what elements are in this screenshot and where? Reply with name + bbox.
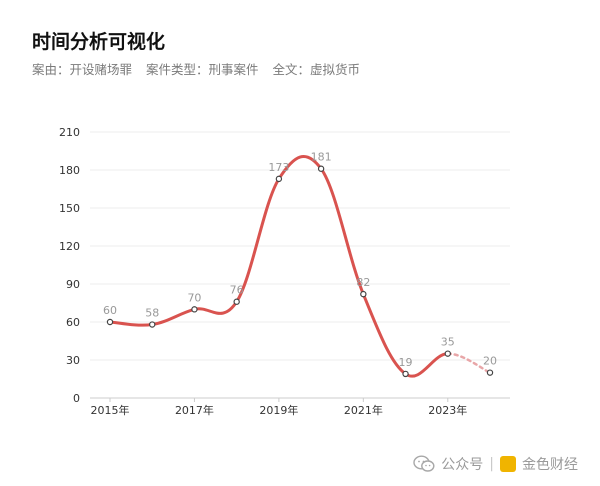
y-tick-label: 60 — [66, 316, 80, 329]
watermark-text: 公众号 — [441, 457, 484, 473]
x-tick-label: 2015年 — [91, 403, 130, 417]
x-tick-label: 2023年 — [428, 403, 467, 417]
x-tick-label: 2019年 — [259, 403, 298, 417]
data-point[interactable] — [233, 298, 240, 305]
data-point[interactable] — [149, 321, 156, 328]
series-line-solid — [108, 155, 450, 378]
data-point[interactable] — [444, 350, 451, 357]
data-point[interactable] — [317, 165, 325, 172]
data-label: 76 — [230, 284, 244, 297]
data-points — [106, 165, 494, 378]
data-label: 82 — [356, 276, 370, 289]
watermark: 公众号 | 金色财经 — [413, 453, 578, 475]
data-label: 20 — [483, 355, 497, 368]
watermark-separator: | — [489, 456, 494, 472]
data-label: 60 — [103, 304, 117, 317]
filter-fulltext: 全文：虚拟货币 — [272, 62, 361, 77]
y-tick-label: 30 — [66, 354, 80, 367]
data-label: 19 — [399, 356, 413, 369]
series-line — [108, 155, 492, 378]
data-label: 70 — [187, 291, 201, 304]
axes: 0 30 60 90 120 150 180 210 2015年 2017年 2019年 2021年 2… — [59, 126, 510, 417]
y-tick-label: 210 — [59, 126, 80, 139]
data-point[interactable] — [360, 290, 367, 298]
y-tick-label: 180 — [59, 164, 80, 177]
data-labels: 60 58 70 76 173 181 82 19 35 20 — [103, 151, 497, 369]
y-tick-label: 120 — [59, 240, 80, 253]
y-tick-label: 0 — [73, 392, 80, 405]
y-tick-label: 90 — [66, 278, 80, 291]
data-point[interactable] — [402, 370, 409, 378]
data-label: 181 — [311, 151, 332, 164]
data-point[interactable] — [275, 175, 283, 183]
data-label: 35 — [441, 336, 455, 349]
filter-bar: 案由：开设赌场罪 案件类型：刑事案件 全文：虚拟货币 — [32, 59, 370, 78]
data-point[interactable] — [486, 369, 494, 376]
golden-finance-logo — [500, 456, 516, 472]
y-tick-label: 150 — [59, 202, 80, 215]
page-title: 时间分析可视化 — [32, 31, 166, 53]
data-label: 173 — [268, 161, 289, 174]
watermark-brand: 金色财经 — [522, 457, 578, 473]
filter-case-type: 案件类型：刑事案件 — [146, 62, 259, 77]
x-tick-label: 2017年 — [175, 403, 214, 417]
data-label: 58 — [145, 307, 159, 320]
filter-case-cause: 案由：开设赌场罪 — [32, 62, 133, 77]
wechat-icon — [413, 455, 435, 472]
data-point[interactable] — [191, 306, 198, 313]
data-point[interactable] — [106, 318, 114, 326]
x-tick-label: 2021年 — [344, 403, 383, 417]
